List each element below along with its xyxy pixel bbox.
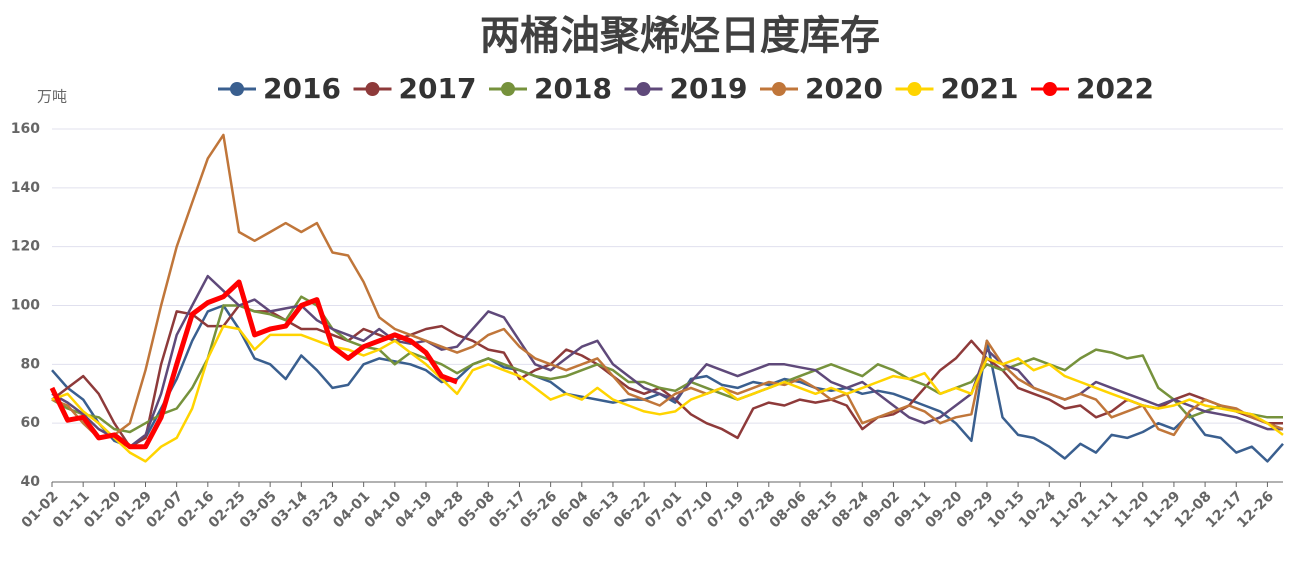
y-tick-label: 160 — [11, 121, 40, 137]
legend-marker — [365, 82, 380, 96]
y-tick-label: 40 — [21, 474, 41, 490]
legend-marker — [772, 82, 786, 96]
y-tick-label: 140 — [11, 180, 40, 196]
series-line — [51, 133, 1284, 440]
legend-label: 2018 — [534, 72, 612, 105]
legend-marker — [230, 82, 244, 96]
chart-title: 两桶油聚烯烃日度库存 — [480, 13, 880, 59]
series-line — [51, 274, 1283, 448]
legend-label: 2021 — [941, 72, 1019, 105]
legend-marker — [1043, 82, 1057, 96]
legend-label: 2020 — [805, 72, 883, 105]
legend-label: 2019 — [670, 72, 748, 105]
y-tick-label: 80 — [21, 356, 41, 372]
y-axis-label: 万吨 — [37, 88, 67, 106]
legend-label: 2016 — [263, 72, 341, 105]
legend-marker — [907, 82, 922, 96]
y-tick-label: 60 — [21, 415, 41, 431]
series-line — [51, 295, 1283, 434]
legend-label: 2017 — [399, 72, 477, 105]
legend-label: 2022 — [1076, 72, 1154, 105]
legend-marker — [636, 82, 651, 96]
y-tick-label: 100 — [11, 298, 40, 314]
series-line — [49, 279, 458, 450]
legend-marker — [501, 82, 515, 96]
series-line — [51, 324, 1284, 463]
y-tick-label: 120 — [11, 239, 40, 255]
